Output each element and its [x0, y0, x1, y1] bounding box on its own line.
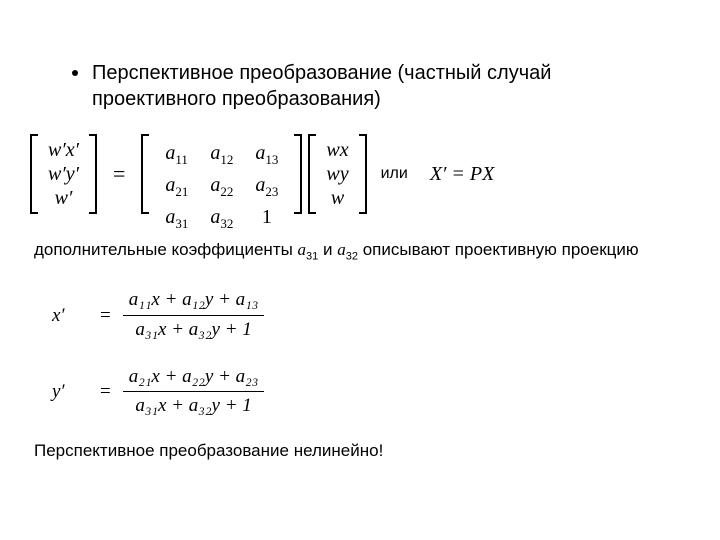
rhs-vector: wx wy w	[308, 134, 366, 214]
coefficients-description: дополнительные коэффициенты a31 и a32 оп…	[0, 240, 720, 262]
bullet-item: Перспективное преобразование (частный сл…	[72, 60, 660, 112]
lhs-row: w′y′	[48, 163, 79, 186]
lhs-row: w′	[48, 187, 79, 210]
bullet-text: Перспективное преобразование (частный сл…	[92, 60, 660, 112]
matrix-equation: w′x′ w′y′ w′ = a11 a12 a13 a21 a22 a23 a…	[0, 134, 720, 214]
short-equation: X′ = PX	[430, 163, 495, 186]
nonlinear-statement: Перспективное преобразование нелинейно!	[0, 441, 720, 461]
rhs-row: wy	[326, 163, 348, 186]
a-matrix: a11 a12 a13 a21 a22 a23 a31 a32 1	[141, 134, 302, 214]
equals-sign: =	[100, 381, 111, 403]
x-equation: x′ = a₁₁x + a₁₂y + a₁₃ a₃₁x + a₃₂y + 1	[52, 288, 720, 342]
lhs-vector: w′x′ w′y′ w′	[30, 134, 97, 214]
bullet-dot-icon	[72, 70, 78, 76]
or-label: или	[381, 165, 408, 183]
equals-sign: =	[113, 161, 125, 187]
fraction-equations: x′ = a₁₁x + a₁₂y + a₁₃ a₃₁x + a₃₂y + 1 y…	[0, 288, 720, 419]
rhs-row: wx	[326, 139, 348, 162]
slide: Перспективное преобразование (частный сл…	[0, 0, 720, 540]
equals-sign: =	[100, 305, 111, 327]
rhs-row: w	[326, 187, 348, 210]
y-equation: y′ = a₂₁x + a₂₂y + a₂₃ a₃₁x + a₃₂y + 1	[52, 365, 720, 419]
lhs-row: w′x′	[48, 139, 79, 162]
